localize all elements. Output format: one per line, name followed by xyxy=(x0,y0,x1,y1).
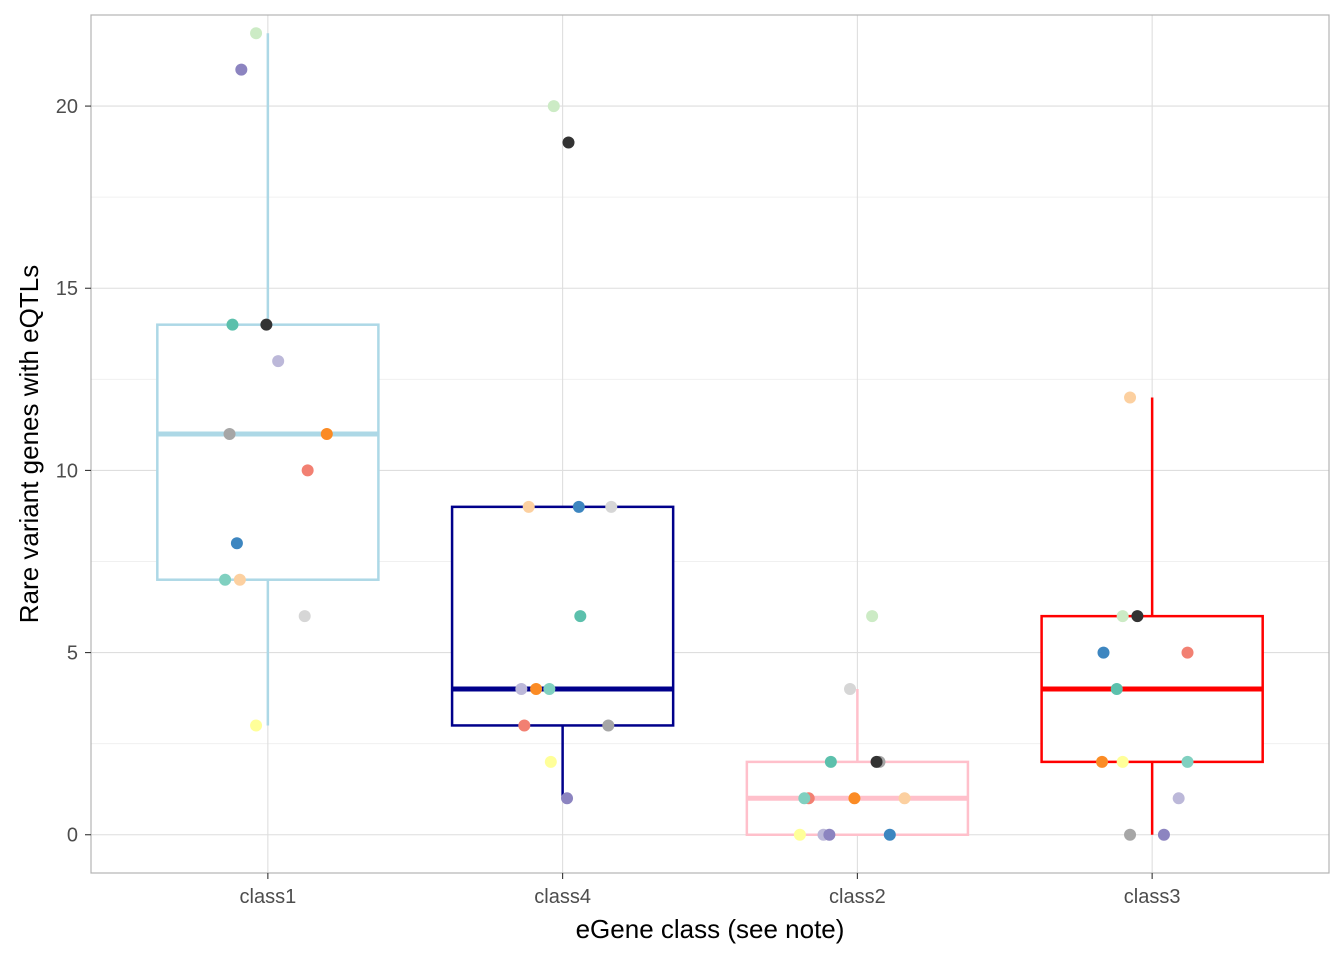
data-point xyxy=(530,683,543,696)
data-point xyxy=(605,500,618,513)
data-point xyxy=(793,828,806,841)
data-point xyxy=(223,427,236,440)
data-point xyxy=(1110,683,1123,696)
data-point xyxy=(219,573,232,586)
data-point xyxy=(572,500,585,513)
axis-ticks: 0 5 10 15 20 class1 class4 class2 class3 xyxy=(56,96,1181,908)
data-point xyxy=(870,755,883,768)
data-point xyxy=(226,318,239,331)
x-axis-title: eGene class (see note) xyxy=(576,914,845,944)
data-point xyxy=(301,464,314,477)
data-point xyxy=(798,792,811,805)
data-point xyxy=(848,792,861,805)
y-tick-label: 5 xyxy=(67,643,78,665)
boxplot-class4 xyxy=(450,505,675,799)
data-point xyxy=(518,719,531,732)
data-point xyxy=(515,683,528,696)
data-point xyxy=(250,27,263,40)
y-tick-label: 15 xyxy=(56,278,78,300)
data-point xyxy=(235,63,248,76)
box-iqr xyxy=(450,505,675,727)
data-points xyxy=(219,27,1194,841)
data-point xyxy=(543,683,556,696)
data-point xyxy=(883,828,896,841)
data-point xyxy=(602,719,615,732)
data-point xyxy=(1097,646,1110,659)
data-point xyxy=(1124,828,1137,841)
data-point xyxy=(233,573,246,586)
x-tick-label: class3 xyxy=(1124,886,1181,908)
data-point xyxy=(1131,610,1144,623)
data-point xyxy=(561,792,574,805)
data-point xyxy=(260,318,273,331)
boxplot-class3 xyxy=(1040,397,1264,835)
data-point xyxy=(1124,391,1137,404)
data-point xyxy=(574,610,587,623)
data-point xyxy=(1116,610,1129,623)
y-axis-title: Rare variant genes with eQTLs xyxy=(14,265,44,623)
data-point xyxy=(1181,646,1194,659)
x-tick-label: class1 xyxy=(240,886,297,908)
x-tick-label: class4 xyxy=(534,886,591,908)
x-tick-label: class2 xyxy=(829,886,886,908)
data-point xyxy=(898,792,911,805)
data-point xyxy=(320,427,333,440)
data-point xyxy=(1181,755,1194,768)
data-point xyxy=(544,755,557,768)
data-point xyxy=(562,136,575,149)
data-point xyxy=(866,610,879,623)
data-point xyxy=(522,500,535,513)
data-point xyxy=(824,755,837,768)
data-point xyxy=(298,610,311,623)
y-tick-label: 20 xyxy=(56,96,78,118)
data-point xyxy=(823,828,836,841)
data-point xyxy=(230,537,243,550)
data-point xyxy=(1172,792,1185,805)
data-point xyxy=(1116,755,1129,768)
data-point xyxy=(1096,755,1109,768)
y-tick-label: 10 xyxy=(56,460,78,482)
data-point xyxy=(272,355,285,368)
panel-border xyxy=(90,14,1330,874)
y-tick-label: 0 xyxy=(67,825,78,847)
box-iqr xyxy=(156,323,380,581)
data-point xyxy=(547,100,560,113)
data-point xyxy=(250,719,263,732)
data-point xyxy=(844,683,857,696)
data-point xyxy=(1157,828,1170,841)
